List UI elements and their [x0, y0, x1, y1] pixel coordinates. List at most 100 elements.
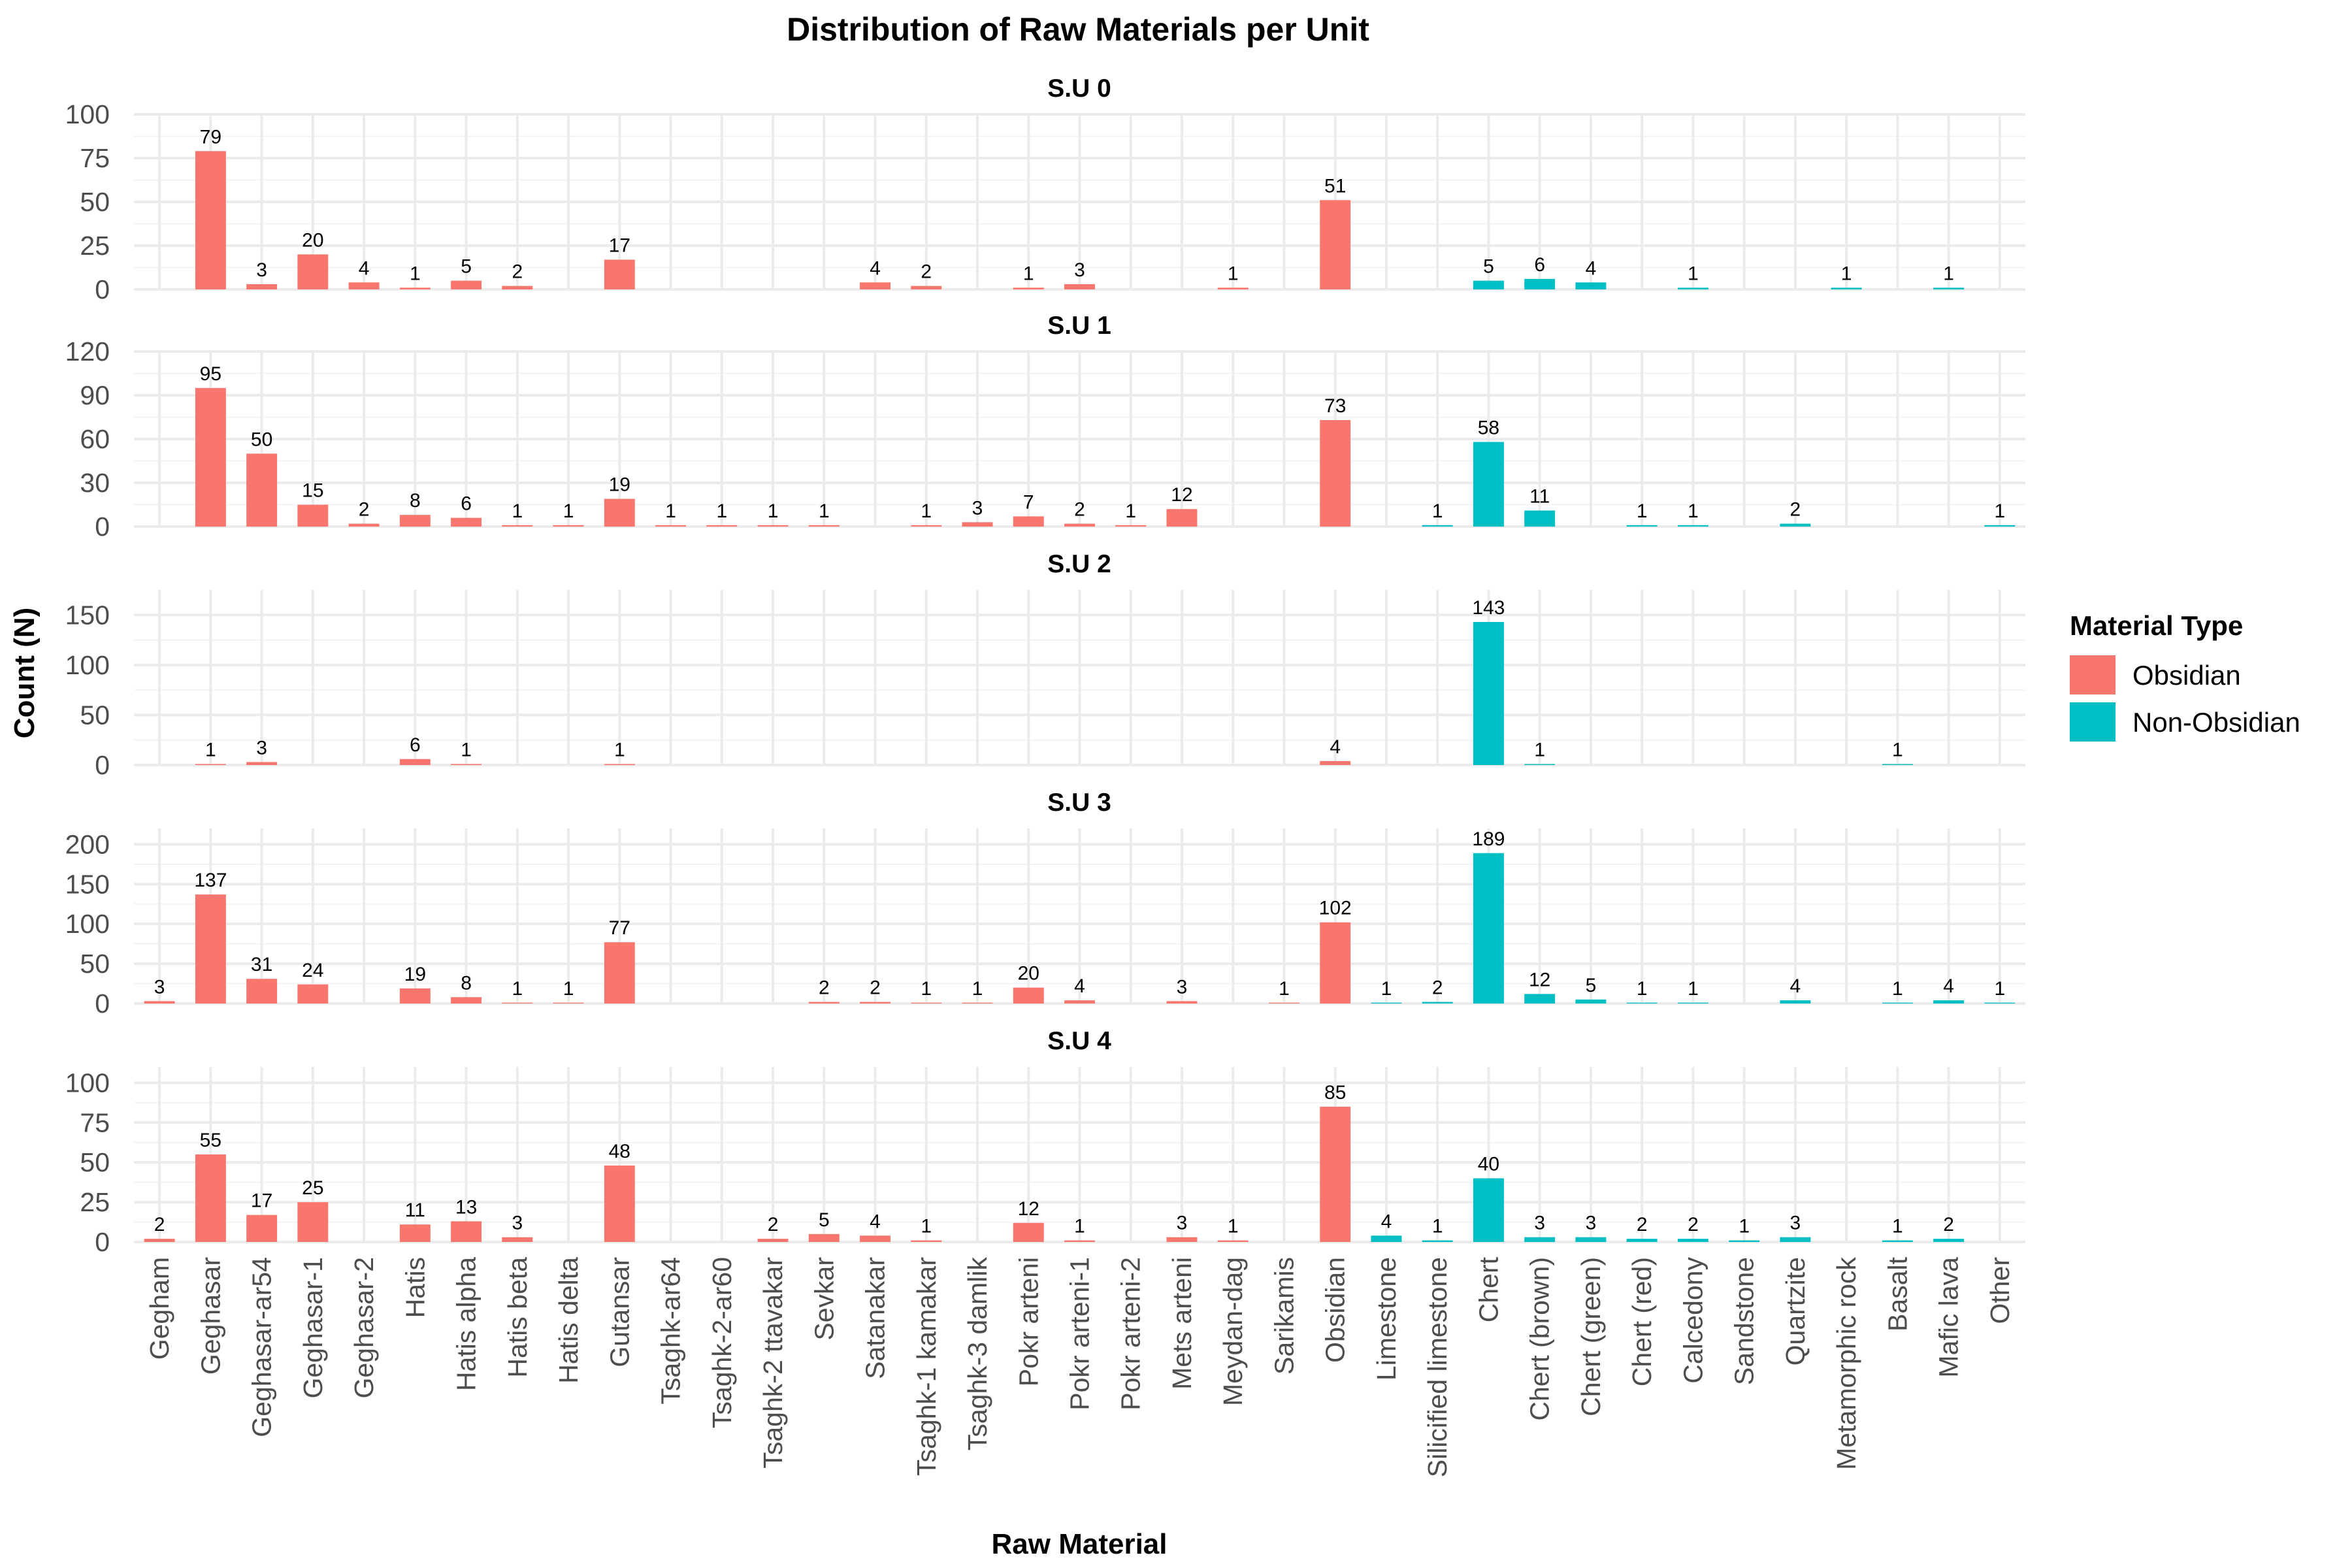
x-tick-label: Mets arteni	[1167, 1257, 1197, 1390]
bar-value-label: 1	[410, 263, 421, 284]
bar-value-label: 1	[614, 739, 625, 760]
bar-value-label: 3	[1177, 1213, 1188, 1234]
bar-tsaghk-2-ar60	[706, 525, 738, 527]
y-tick-label: 50	[80, 700, 110, 730]
bar-value-label: 1	[1943, 263, 1954, 284]
y-tick-label: 0	[95, 988, 110, 1019]
bar-value-label: 1	[665, 500, 676, 522]
bar-value-label: 3	[256, 259, 267, 281]
bar-value-label: 8	[461, 972, 472, 994]
y-tick-label: 75	[80, 143, 110, 173]
bar-chert-green	[1575, 1237, 1607, 1242]
bar-gutansar	[604, 942, 635, 1004]
bar-value-label: 6	[1534, 254, 1545, 276]
bar-value-label: 4	[1381, 1211, 1392, 1232]
bar-value-label: 1	[1279, 978, 1290, 1000]
legend-title: Material Type	[2070, 610, 2243, 641]
bar-chert-brown	[1524, 994, 1556, 1004]
bar-value-label: 3	[1534, 1213, 1545, 1234]
bar-tsaghk-1-kamakar	[911, 525, 942, 527]
x-tick-label: Sarikamis	[1269, 1257, 1299, 1375]
bar-geghasar-2	[348, 282, 380, 289]
bar-value-label: 1	[1892, 739, 1903, 760]
bar-value-label: 1	[972, 978, 983, 1000]
bar-value-label: 11	[1529, 485, 1550, 507]
bar-value-label: 1	[1432, 1216, 1443, 1237]
bar-value-label: 1	[921, 1216, 932, 1237]
x-tick-label: Tsaghk-ar64	[656, 1257, 686, 1405]
x-tick-label: Sandstone	[1729, 1257, 1759, 1385]
x-tick-label: Satanakar	[860, 1257, 890, 1379]
bar-value-label: 1	[563, 500, 574, 522]
bar-silicified-limestone	[1422, 525, 1453, 527]
x-tick-label: Pokr arteni-1	[1065, 1257, 1095, 1411]
bar-value-label: 102	[1319, 898, 1352, 919]
bar-value-label: 4	[1790, 975, 1801, 997]
bar-calcedony	[1677, 287, 1708, 289]
bar-other	[1984, 525, 2016, 527]
bar-value-label: 73	[1324, 395, 1346, 417]
bar-gegham	[144, 1239, 175, 1242]
y-tick-label: 0	[95, 512, 110, 542]
bar-value-label: 19	[609, 474, 630, 496]
bar-geghasar	[195, 764, 226, 765]
bar-hatis-delta	[553, 1002, 584, 1004]
bar-value-label: 17	[609, 235, 630, 256]
bar-value-label: 79	[200, 126, 221, 148]
bar-chert	[1473, 442, 1504, 527]
bar-geghasar-1	[297, 984, 329, 1004]
bar-value-label: 8	[410, 490, 421, 512]
bar-value-label: 24	[302, 960, 323, 981]
facet-s-u-0: 0 25 50 75 100 S.U 0 79 3 20 4 1 5 2 17 4 2 1 3 1 51 5 6 4 1 1 1	[65, 74, 2025, 304]
bar-satanakar	[860, 282, 890, 289]
bar-calcedony	[1677, 1002, 1708, 1004]
bar-geghasar-ar54	[246, 284, 278, 289]
bar-sandstone	[1729, 1240, 1760, 1242]
bar-obsidian	[1320, 1106, 1351, 1242]
bar-value-label: 12	[1018, 1198, 1039, 1220]
y-tick-label: 30	[80, 468, 110, 498]
bar-value-label: 1	[512, 978, 523, 1000]
bar-value-label: 55	[200, 1130, 221, 1151]
bar-hatis-alpha	[451, 764, 482, 765]
bar-chert-red	[1626, 1239, 1658, 1242]
bar-pokr-arteni	[1013, 287, 1044, 289]
bar-pokr-arteni	[1013, 987, 1044, 1004]
bar-chert	[1473, 1178, 1504, 1242]
bar-quartzite	[1780, 1000, 1811, 1004]
x-tick-label: Hatis	[400, 1257, 430, 1318]
bar-value-label: 1	[1074, 1216, 1085, 1237]
bar-chert-green	[1575, 999, 1607, 1004]
bar-value-label: 4	[1586, 257, 1597, 279]
bar-value-label: 40	[1478, 1154, 1499, 1175]
bar-geghasar-ar54	[246, 453, 278, 527]
bar-geghasar-1	[297, 1202, 329, 1242]
bar-value-label: 85	[1324, 1082, 1346, 1103]
bar-value-label: 1	[1381, 978, 1392, 1000]
bar-value-label: 4	[870, 257, 881, 279]
bar-hatis-beta	[502, 286, 533, 289]
bar-silicified-limestone	[1422, 1002, 1453, 1004]
bar-value-label: 17	[251, 1190, 272, 1212]
bar-value-label: 2	[1688, 1214, 1699, 1235]
x-tick-label: Hatis alpha	[451, 1257, 482, 1391]
bar-value-label: 1	[1228, 263, 1239, 284]
bar-geghasar-ar54	[246, 762, 278, 765]
bar-value-label: 4	[870, 1211, 881, 1232]
bar-value-label: 1	[1534, 739, 1545, 760]
bar-value-label: 11	[405, 1200, 425, 1221]
bar-mets-arteni	[1166, 1237, 1198, 1242]
y-tick-label: 50	[80, 1147, 110, 1177]
bar-chert	[1473, 853, 1504, 1004]
bar-hatis-beta	[502, 1237, 533, 1242]
bar-hatis-beta	[502, 1002, 533, 1004]
bar-gegham	[144, 1001, 175, 1004]
y-axis-title: Count (N)	[8, 608, 41, 738]
bar-meydan-dag	[1217, 1240, 1249, 1242]
x-tick-label: Geghasar-2	[349, 1257, 379, 1399]
bar-value-label: 95	[200, 363, 221, 385]
x-tick-label: Limestone	[1371, 1257, 1401, 1380]
bar-value-label: 2	[1790, 499, 1801, 521]
y-tick-label: 0	[95, 750, 110, 780]
bar-value-label: 2	[819, 977, 830, 999]
